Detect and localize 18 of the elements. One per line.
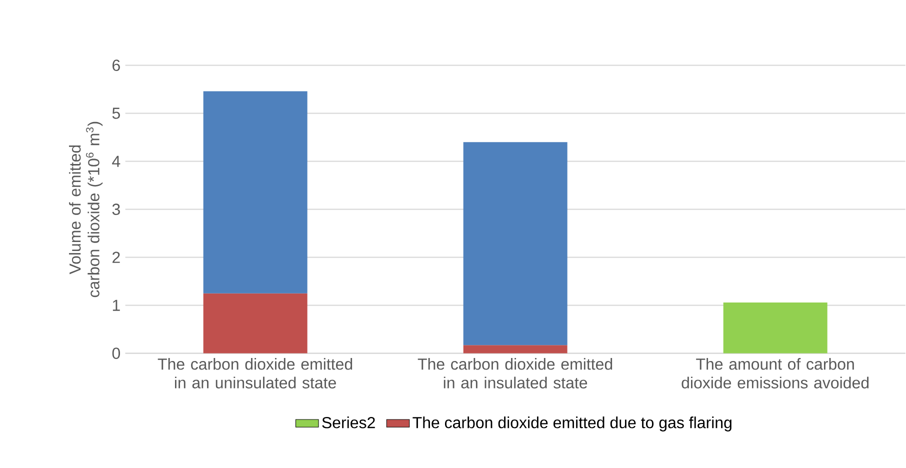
y-tick-label: 2 <box>112 252 120 263</box>
legend-label: The carbon dioxide emitted due to gas flaring <box>412 416 732 432</box>
x-tick-label: The amount of carbon dioxide emissions avoided <box>682 358 869 388</box>
y-tick-label: 6 <box>112 60 120 71</box>
x-tick-label: The carbon dioxide emitted in an uninsulated state <box>158 358 352 388</box>
y-tick-label: 5 <box>112 108 120 119</box>
y-tick-label: 3 <box>112 204 120 215</box>
y-tick-label: 1 <box>112 300 120 311</box>
bar <box>203 293 308 354</box>
y-axis-title: Volume of emitted carbon dioxide (*10$^{6}$ m$^{3}$) <box>69 122 103 298</box>
y-tick-label: 0 <box>112 348 120 359</box>
x-tick-label: The carbon dioxide emitted in an insulated state <box>418 358 612 388</box>
bar <box>203 91 308 294</box>
bar <box>463 345 568 354</box>
bar <box>723 302 828 354</box>
y-tick-label: 4 <box>112 156 120 167</box>
legend-label: Series2 <box>322 416 375 428</box>
bar <box>463 142 568 346</box>
